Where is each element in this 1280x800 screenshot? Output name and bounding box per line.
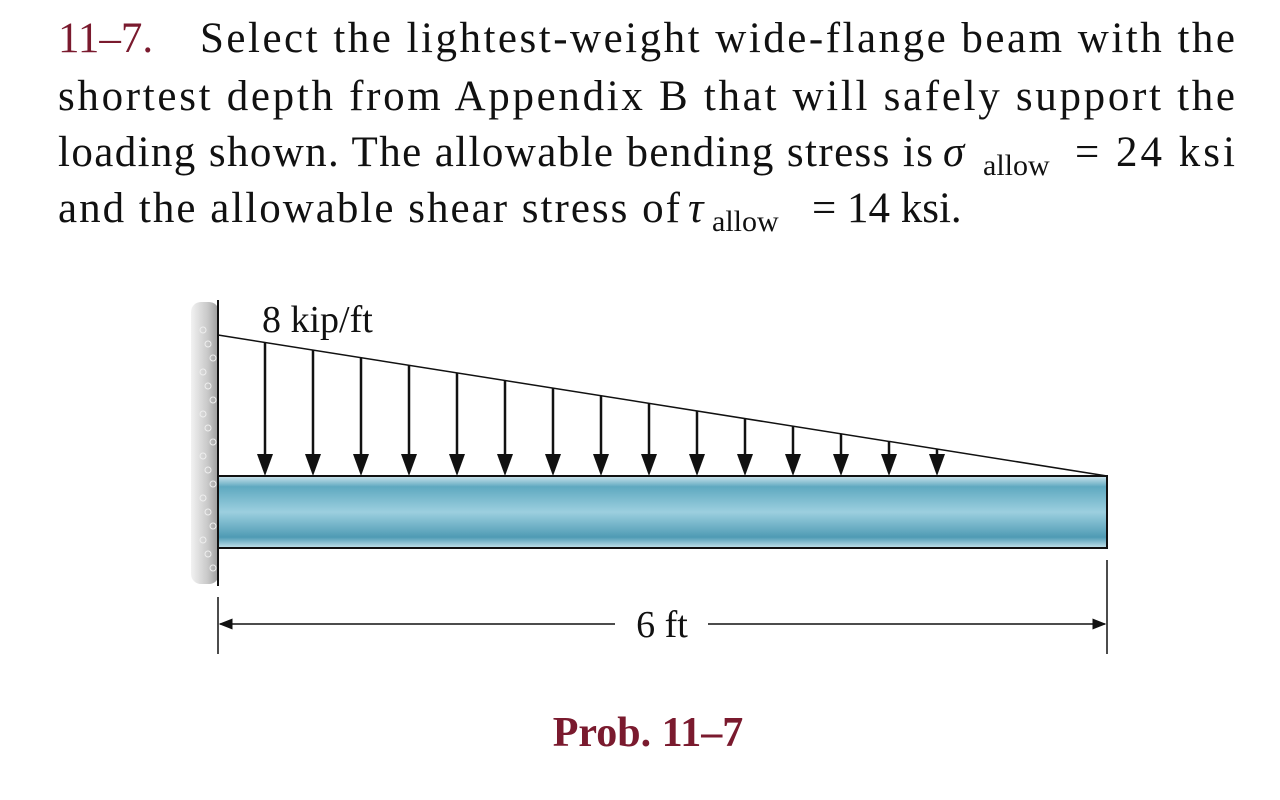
load-arrow-head — [833, 454, 849, 476]
load-arrow-head — [593, 454, 609, 476]
wall-texture — [204, 340, 212, 348]
load-arrow-head — [497, 454, 513, 476]
bending-value: = 24 ksi — [1075, 129, 1235, 176]
load-arrow-head — [353, 454, 369, 476]
shear-symbol: τ — [688, 185, 705, 232]
wall-texture — [204, 466, 212, 474]
wall-texture — [209, 564, 217, 572]
shear-value: = 14 ksi. — [812, 185, 962, 232]
span-label: 6 ft — [636, 604, 688, 646]
wall-texture — [204, 382, 212, 390]
load-line — [217, 334, 1108, 477]
load-arrow-head — [785, 454, 801, 476]
load-arrow-head — [401, 454, 417, 476]
load-arrow-head — [305, 454, 321, 476]
wall-texture — [209, 522, 217, 530]
fixed-wall — [191, 302, 219, 584]
wall-texture — [204, 424, 212, 432]
figure-caption: Prob. 11–7 — [553, 710, 744, 756]
load-arrow-head — [449, 454, 465, 476]
wall-texture — [199, 326, 207, 334]
wall-texture — [199, 410, 207, 418]
bending-symbol: σ — [943, 129, 966, 176]
wall-texture — [209, 396, 217, 404]
wall-texture — [209, 438, 217, 446]
load-arrow-head — [641, 454, 657, 476]
load-label: 8 kip/ft — [262, 299, 373, 341]
wall-texture — [204, 550, 212, 558]
wall-texture — [199, 368, 207, 376]
load-arrow-head — [929, 454, 945, 476]
problem-number: 11–7. — [58, 15, 153, 62]
wall-texture — [209, 354, 217, 362]
load-arrow-head — [257, 454, 273, 476]
load-arrow-head — [545, 454, 561, 476]
problem-line: loading shown. The allowable bending str… — [58, 129, 933, 176]
problem-line: and the allowable shear stress of — [58, 185, 681, 232]
problem-line: Select the lightest-weight wide-flange b… — [200, 15, 1235, 62]
wall-texture — [199, 494, 207, 502]
shear-subscript: allow — [712, 205, 779, 238]
problem-line: shortest depth from Appendix B that will… — [58, 73, 1235, 120]
beam — [217, 475, 1108, 549]
wall-texture — [209, 480, 217, 488]
wall-texture — [204, 508, 212, 516]
bending-subscript: allow — [983, 149, 1050, 182]
load-arrow-head — [689, 454, 705, 476]
beam-figure: 8 kip/ft 6 ft Prob. 11–7 — [191, 299, 1108, 756]
wall-texture — [199, 452, 207, 460]
load-arrow-head — [737, 454, 753, 476]
wall-texture — [199, 536, 207, 544]
load-arrow-head — [881, 454, 897, 476]
